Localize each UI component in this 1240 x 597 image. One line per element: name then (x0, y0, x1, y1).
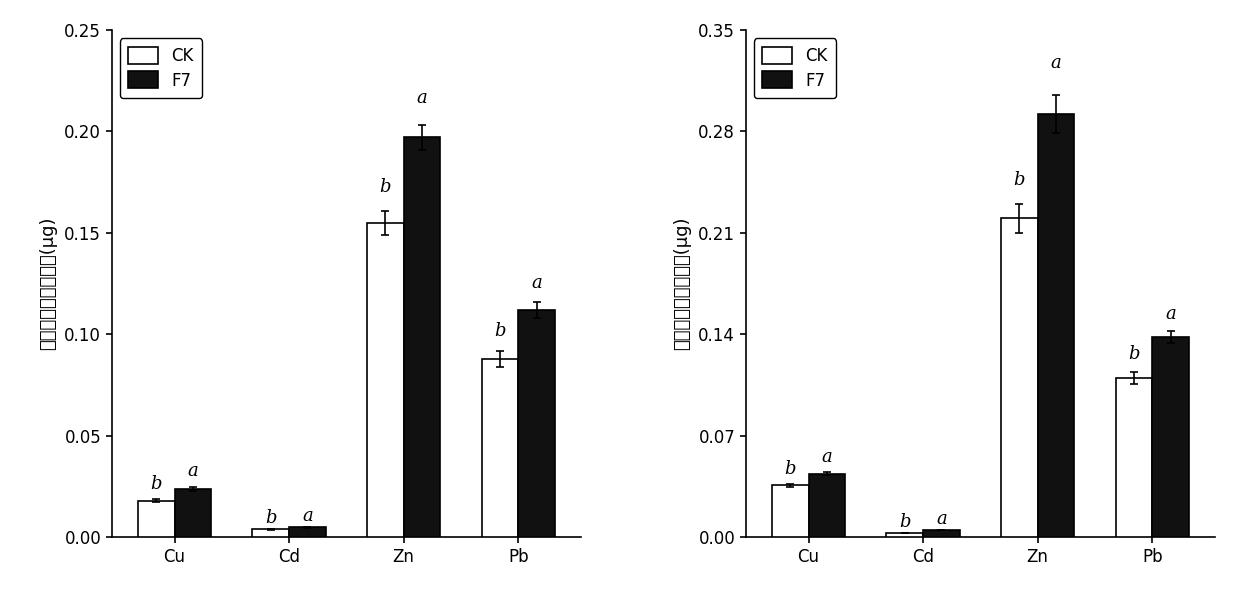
Text: a: a (417, 89, 428, 107)
Bar (367, 223, 404, 537)
Bar (175, 488, 211, 537)
Text: b: b (379, 179, 391, 196)
Bar (518, 310, 554, 537)
Y-axis label: 地上部重金属累积量(μg): 地上部重金属累积量(μg) (40, 217, 57, 350)
Text: b: b (495, 322, 506, 340)
Bar (289, 527, 326, 537)
Legend: CK, F7: CK, F7 (120, 38, 202, 98)
Text: b: b (150, 475, 162, 493)
Bar (808, 473, 846, 537)
Text: a: a (303, 506, 312, 525)
Bar (138, 501, 175, 537)
Text: a: a (187, 463, 198, 481)
Text: b: b (265, 509, 277, 527)
Bar (923, 530, 960, 537)
Y-axis label: 地下部重金属累积量(μg): 地下部重金属累积量(μg) (673, 217, 691, 350)
Text: b: b (899, 513, 910, 531)
Bar (1001, 219, 1038, 537)
Text: a: a (936, 510, 947, 528)
Bar (1038, 114, 1074, 537)
Text: b: b (1128, 345, 1140, 364)
Bar (481, 359, 518, 537)
Text: a: a (822, 448, 832, 466)
Text: a: a (1166, 304, 1176, 323)
Bar (404, 137, 440, 537)
Text: a: a (531, 273, 542, 292)
Text: a: a (1050, 54, 1061, 72)
Bar (1116, 378, 1152, 537)
Text: b: b (785, 460, 796, 478)
Bar (773, 485, 808, 537)
Bar (253, 529, 289, 537)
Legend: CK, F7: CK, F7 (754, 38, 836, 98)
Text: b: b (1013, 171, 1025, 189)
Bar (887, 533, 923, 537)
Bar (1152, 337, 1189, 537)
